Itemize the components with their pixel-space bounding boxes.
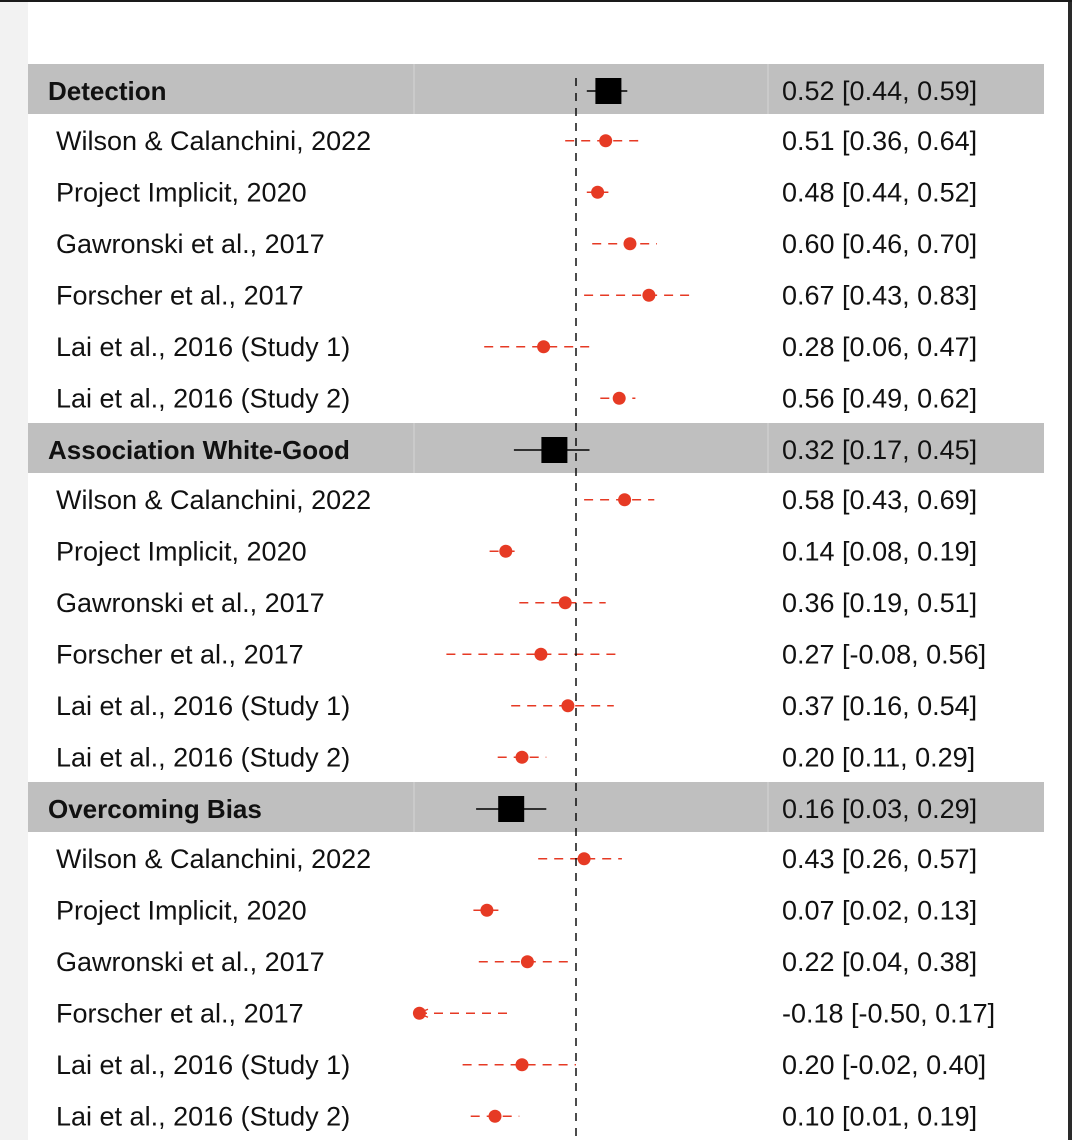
study-estimate-point <box>558 596 572 610</box>
study-estimate-point <box>515 750 529 764</box>
group-label: Detection <box>48 76 166 106</box>
study-label: Gawronski et al., 2017 <box>56 947 325 977</box>
study-estimate-label: 0.67 [0.43, 0.83] <box>782 280 977 310</box>
study-estimate-label: 0.43 [0.26, 0.57] <box>782 844 977 874</box>
study-label: Forscher et al., 2017 <box>56 998 304 1028</box>
study-label: Lai et al., 2016 (Study 2) <box>56 1101 350 1131</box>
forest-plot: Detection 0.52 [0.44, 0.59] Wilson & Calan… <box>28 64 1044 1140</box>
study-label: Project Implicit, 2020 <box>56 536 307 566</box>
study-label: Gawronski et al., 2017 <box>56 229 325 259</box>
study-estimate-point <box>534 647 548 661</box>
study-label: Wilson & Calanchini, 2022 <box>56 485 371 515</box>
study-estimate-label: 0.20 [0.11, 0.29] <box>782 742 975 772</box>
study-label: Wilson & Calanchini, 2022 <box>56 126 371 156</box>
study-estimate-point <box>591 185 605 199</box>
study-estimate-point <box>612 391 626 405</box>
study-estimate-label: 0.27 [-0.08, 0.56] <box>782 639 986 669</box>
forest-plot-area: Detection 0.52 [0.44, 0.59] Wilson & Calan… <box>28 64 1044 1140</box>
left-margin-strip <box>0 2 28 1140</box>
study-estimate-label: 0.37 [0.16, 0.54] <box>782 691 977 721</box>
study-estimate-point <box>599 134 613 148</box>
study-estimate-label: 0.60 [0.46, 0.70] <box>782 229 977 259</box>
study-estimate-label: 0.51 [0.36, 0.64] <box>782 126 977 156</box>
study-estimate-label: 0.10 [0.01, 0.19] <box>782 1101 977 1131</box>
study-label: Project Implicit, 2020 <box>56 177 307 207</box>
study-estimate-point <box>499 544 513 558</box>
study-estimate-point <box>623 237 637 251</box>
study-label: Wilson & Calanchini, 2022 <box>56 844 371 874</box>
study-estimate-label: 0.28 [0.06, 0.47] <box>782 332 977 362</box>
study-label: Gawronski et al., 2017 <box>56 588 325 618</box>
top-border <box>0 0 1072 2</box>
pooled-estimate-square <box>595 78 622 104</box>
study-label: Lai et al., 2016 (Study 2) <box>56 742 350 772</box>
study-estimate-point <box>412 1006 426 1020</box>
study-estimate-point <box>537 340 551 354</box>
group-estimate-label: 0.16 [0.03, 0.29] <box>782 794 977 824</box>
study-estimate-point <box>561 699 575 713</box>
study-label: Lai et al., 2016 (Study 2) <box>56 383 350 413</box>
study-label: Forscher et al., 2017 <box>56 639 304 669</box>
pooled-estimate-square <box>498 796 525 822</box>
study-estimate-point <box>520 955 534 969</box>
group-label: Association White-Good <box>48 435 350 465</box>
study-label: Lai et al., 2016 (Study 1) <box>56 691 350 721</box>
group-header-band <box>28 782 1044 832</box>
study-estimate-point <box>488 1109 502 1123</box>
group-estimate-label: 0.52 [0.44, 0.59] <box>782 76 977 106</box>
study-estimate-label: 0.48 [0.44, 0.52] <box>782 177 977 207</box>
study-estimate-label: 0.58 [0.43, 0.69] <box>782 485 977 515</box>
study-estimate-label: 0.22 [0.04, 0.38] <box>782 947 977 977</box>
study-estimate-point <box>577 852 591 866</box>
study-estimate-point <box>642 288 656 302</box>
study-label: Forscher et al., 2017 <box>56 280 304 310</box>
study-estimate-point <box>480 903 494 917</box>
study-label: Project Implicit, 2020 <box>56 895 307 925</box>
group-header-band <box>28 64 1044 114</box>
right-border <box>1068 2 1072 1140</box>
study-estimate-label: 0.07 [0.02, 0.13] <box>782 895 977 925</box>
group-header-band <box>28 423 1044 473</box>
study-estimate-label: 0.36 [0.19, 0.51] <box>782 588 977 618</box>
study-estimate-label: 0.14 [0.08, 0.19] <box>782 536 977 566</box>
study-estimate-label: -0.18 [-0.50, 0.17] <box>782 998 995 1028</box>
study-label: Lai et al., 2016 (Study 1) <box>56 1050 350 1080</box>
study-estimate-point <box>515 1058 529 1072</box>
group-label: Overcoming Bias <box>48 794 262 824</box>
group-estimate-label: 0.32 [0.17, 0.45] <box>782 435 977 465</box>
study-label: Lai et al., 2016 (Study 1) <box>56 332 350 362</box>
pooled-estimate-square <box>541 437 568 463</box>
study-estimate-label: 0.20 [-0.02, 0.40] <box>782 1050 986 1080</box>
study-estimate-label: 0.56 [0.49, 0.62] <box>782 383 977 413</box>
study-estimate-point <box>618 493 632 507</box>
